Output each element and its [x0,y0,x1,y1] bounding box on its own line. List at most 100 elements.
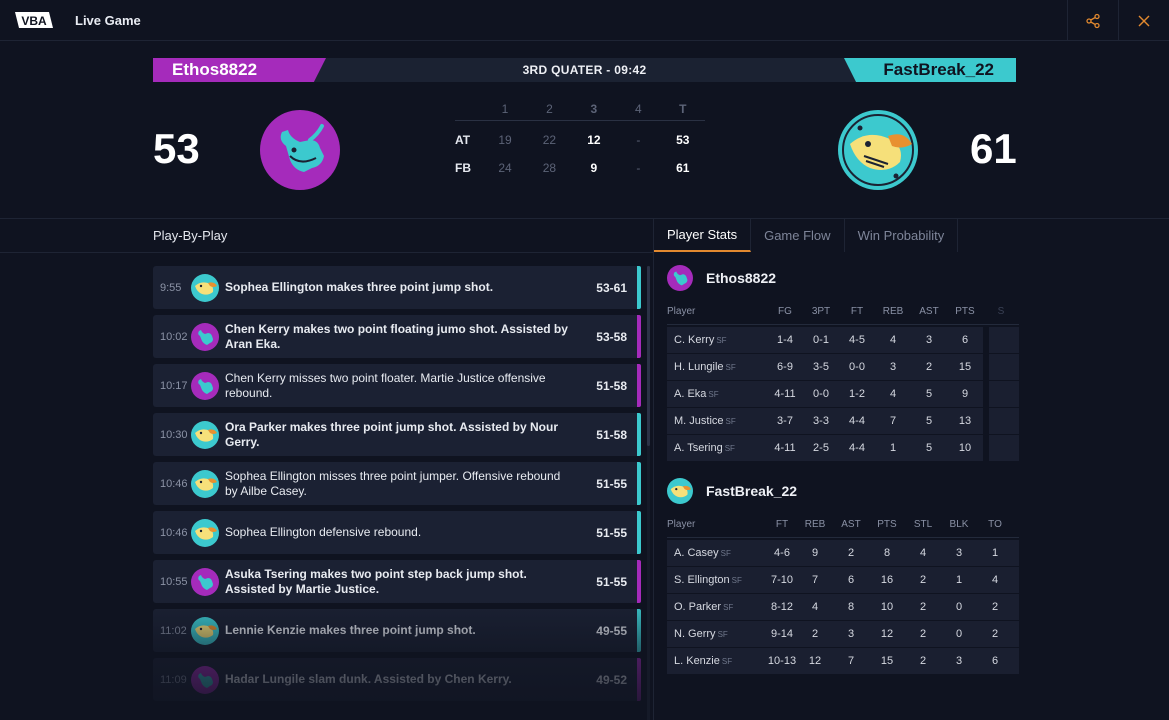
table-row[interactable]: A. Tsering SF 4-11 2-5 4-4 1 5 10 [667,435,1019,461]
stat-cell: 5 [925,442,933,454]
stat-cell: 16 [880,574,894,586]
table-row[interactable]: O. Parker SF 8-12 4 8 10 2 0 2 [667,594,1019,620]
stat-cell: 10-13 [767,655,797,667]
away-score: 61 [970,125,1017,172]
stat-cell: 9 [811,547,819,559]
column-header: AST [919,306,939,317]
play-item[interactable]: 10:02 Chen Kerry makes two point floatin… [153,315,641,358]
table-row[interactable]: M. Justice SF 3-7 3-3 4-4 7 5 13 [667,408,1019,434]
column-header: BLK [949,519,969,530]
period-score: 12 [587,133,601,147]
line-score-row: AT 19 22 12 - 53 [455,126,705,154]
play-score: 53-58 [596,329,627,344]
stat-cell: 4-4 [849,415,865,427]
player-name: O. Parker [674,601,722,613]
table-row[interactable]: H. Lungile SF 6-9 3-5 0-0 3 2 15 [667,354,1019,380]
table-row[interactable]: C. Kerry SF 1-4 0-1 4-5 4 3 6 [667,327,1019,353]
bird-icon [191,469,219,498]
player-position: SF [708,390,719,399]
play-time: 10:02 [160,330,188,343]
column-header: REB [804,519,826,530]
play-by-play-scrollbar[interactable] [647,266,650,720]
play-item[interactable]: 10:55 Asuka Tsering makes two point step… [153,560,641,603]
bird-icon [191,420,219,449]
table-row[interactable]: N. Gerry SF 9-14 2 3 12 2 0 2 [667,621,1019,647]
period-label: 3 [590,102,598,116]
close-button[interactable] [1118,0,1169,41]
stat-cell: 2 [919,601,927,613]
stat-cell: 1-4 [777,334,793,346]
column-header: TO [988,519,1002,530]
stat-cell: 0 [955,601,963,613]
play-item[interactable]: 10:46 Sophea Ellington misses three poin… [153,462,641,505]
table-row[interactable]: A. Eka SF 4-11 0-0 1-2 4 5 9 [667,381,1019,407]
play-time: 11:09 [160,673,187,686]
table-header: Player FG 3PT FT REB AST PTS S [667,299,1019,325]
stat-cell: 2 [919,628,927,640]
tab-win-probability[interactable]: Win Probability [845,219,959,252]
play-item[interactable]: 11:09 Hadar Lungile slam dunk. Assisted … [153,658,641,701]
tab-game-flow[interactable]: Game Flow [751,219,845,252]
player-position: SF [731,576,742,585]
share-icon [1086,13,1100,28]
stat-cell: 4-11 [774,442,796,454]
stat-cell: 12 [880,628,894,640]
bird-icon [191,616,219,645]
play-score: 53-61 [596,280,627,295]
player-name: A. Eka [674,388,707,400]
table-row[interactable]: S. Ellington SF 7-10 7 6 16 2 1 4 [667,567,1019,593]
stat-cell: 2 [991,601,999,613]
play-item[interactable]: 10:17 Chen Kerry misses two point floate… [153,364,641,407]
stat-cell: 2 [919,655,927,667]
play-description: Sophea Ellington defensive rebound. [225,525,422,539]
player-name: M. Justice [674,415,724,427]
stat-cell: 4 [811,601,819,613]
tab-player-stats[interactable]: Player Stats [654,219,752,252]
total-score: 61 [676,161,690,175]
share-button[interactable] [1067,0,1118,41]
play-item[interactable]: 10:46 Sophea Ellington defensive rebound… [153,511,641,554]
column-header: Player [667,519,696,530]
column-header: AST [841,519,861,530]
column-header: FG [778,306,792,317]
play-item[interactable]: 10:30 Ora Parker makes three point jump … [153,413,641,456]
total-score: 53 [676,133,690,147]
play-time: 10:30 [160,428,188,441]
play-item[interactable]: 11:02 Lennie Kenzie makes three point ju… [153,609,641,652]
home-team-logo [260,110,340,190]
player-name: H. Lungile [674,361,724,373]
stat-cell: 0-0 [813,388,829,400]
period-score: 28 [542,161,557,175]
play-score: 51-58 [596,378,627,393]
table-row[interactable]: L. Kenzie SF 10-13 12 7 15 2 3 6 [667,648,1019,674]
home-team-banner: Ethos8822 [153,58,326,82]
scrollbar-thumb[interactable] [647,266,650,446]
stat-cell: 2-5 [813,442,829,454]
home-stats-table: Player FG 3PT FT REB AST PTS S C. Kerry S… [667,299,1019,462]
play-by-play-list[interactable]: 9:55 Sophea Ellington makes three point … [153,266,641,720]
play-item[interactable]: 9:55 Sophea Ellington makes three point … [153,266,641,309]
logo-text: VBA [21,14,47,28]
period-score: 24 [498,161,512,175]
column-header: S [997,306,1005,317]
bird-icon [667,478,693,504]
column-header: REB [882,306,904,317]
stat-cell: 0 [955,628,963,640]
play-by-play-title: Play-By-Play [153,228,228,243]
stat-cell: 7 [889,415,897,427]
stat-cell: 3-7 [777,415,793,427]
team-color-bar [637,413,641,456]
play-description: Chen Kerry makes two point floating jumo… [225,321,568,351]
stat-cell: 1 [889,442,897,454]
player-name: A. Tsering [674,442,723,454]
stat-cell: 1 [955,574,963,586]
stat-cell: 3 [925,334,933,346]
player-position: SF [716,336,727,345]
table-row[interactable]: A. Casey SF 4-6 9 2 8 4 3 1 [667,540,1019,566]
player-position: SF [723,603,734,612]
stat-cell: 5 [925,415,933,427]
player-position: SF [725,363,736,372]
player-position: SF [721,657,733,666]
column-header: FT [850,306,864,317]
away-stats-table: Player FT REB AST PTS STL BLK TO A. Case… [667,512,1019,675]
